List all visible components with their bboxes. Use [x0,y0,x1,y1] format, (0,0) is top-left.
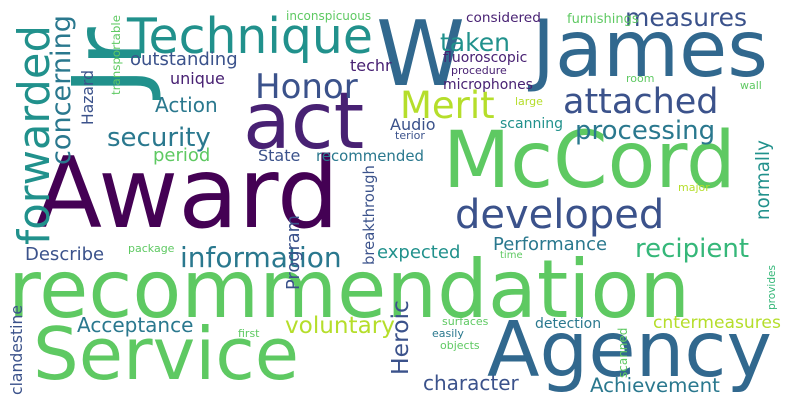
word-provides: provides [765,265,778,310]
word-merit: Merit [400,84,495,127]
word-considered: considered [466,10,541,27]
word-recommended: recommended [316,146,424,165]
word-time: time [500,250,523,261]
word-performance: Performance [493,234,608,255]
word-acceptance: Acceptance [77,313,194,337]
word-inconspicuous: inconspicuous [286,9,372,23]
word-voluntary: voluntary [285,313,395,340]
word-security: security [107,123,211,153]
word-james: James [532,3,768,95]
word-agency: Agency [487,305,772,395]
word-large: large [515,95,543,108]
word-objects: objects [440,339,480,352]
word-describe: Describe [25,244,105,265]
word-breakthrough: breakthrough [360,165,378,265]
word-scanning: scanning [500,116,563,132]
word-mccord: McCord [443,116,736,206]
word-detection: detection [535,316,602,332]
word-action: Action [155,93,218,117]
word-package: package [128,242,175,255]
word-recommendation: recommendation [8,243,691,336]
word-audio: Audio [390,115,436,134]
word-act: act [243,77,365,167]
word-fluoroscopic: fluoroscopic [443,50,528,66]
word-scanned: scanned [616,328,630,379]
word-normally: normally [752,140,774,220]
word-major: major [678,181,710,194]
word-furnishings: furnishings [567,12,639,27]
word-unique: unique [170,69,225,88]
word-attached: attached [563,82,719,122]
word-transportable: transportable [109,15,124,95]
word-first: first [238,327,260,340]
word-room: room [626,72,655,85]
word-processing: processing [575,116,716,146]
word-measures: measures [625,3,748,32]
word-surfaces: surfaces [442,315,489,328]
word-information: information [180,241,342,274]
word-character: character [423,371,519,395]
word-wall: wall [740,79,762,92]
word-achievement: Achievement [590,374,720,398]
word-techr: techr [350,56,392,75]
word-w: W [376,2,465,107]
word-procedure: procedure [451,64,507,77]
word-cntermeasures: cntermeasures [653,313,781,334]
word-terior: terior [395,129,425,142]
word-program: Program [284,215,305,290]
word-outstanding: outstanding [130,49,238,70]
word-clandestine: clandestine [8,305,27,395]
word-hazard: Hazard [79,70,98,125]
word-expected: expected [377,242,461,263]
word-easily: easily [432,327,464,340]
word-microphones: microphones [443,77,533,94]
word-developed: developed [455,192,665,238]
word-award: Award [35,137,340,251]
word-recipient: recipient [635,234,750,264]
word-honor: Honor [255,67,358,107]
word-service: Service [33,312,300,396]
word-period: period [153,145,211,166]
word-taken: taken [440,28,510,57]
word-technique: Technique [127,7,373,65]
word-state: State [258,146,301,165]
word-concerning: concerning [46,15,78,165]
